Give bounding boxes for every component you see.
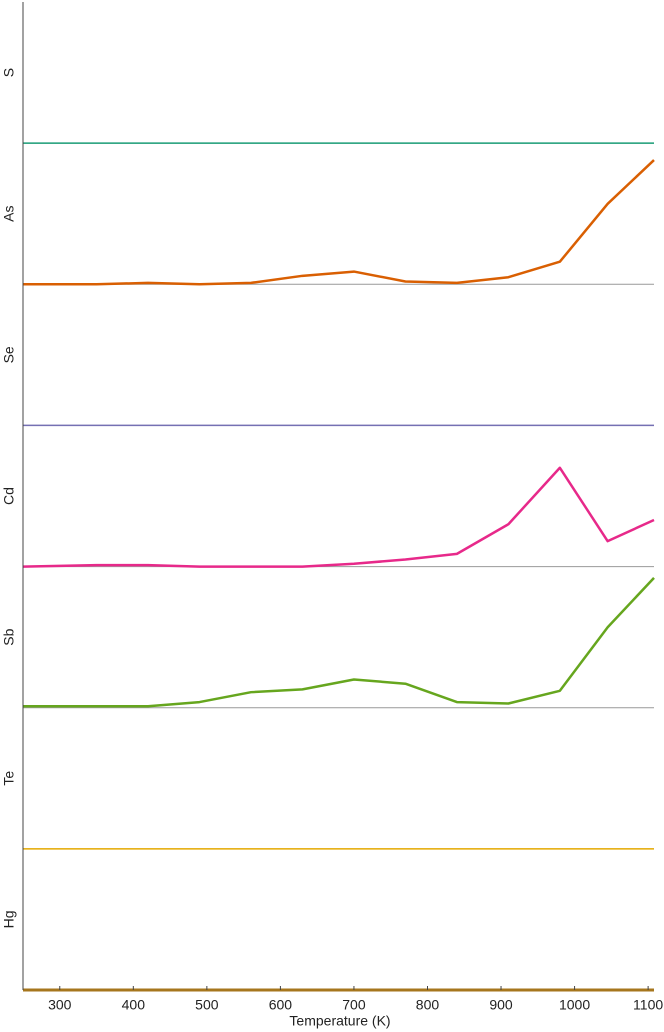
panel-label: Sb [1,628,17,645]
panel-label: Te [1,771,17,786]
x-tick-label: 700 [342,997,366,1013]
panel-label: Se [1,346,17,363]
series-line [22,466,655,568]
x-tick-label: 300 [48,997,72,1013]
x-tick-label: 400 [122,997,146,1013]
x-tick-label: 1100 [633,997,663,1013]
panel-label: As [1,206,17,222]
series-line [23,577,655,708]
x-axis-label: Temperature (K) [289,1013,390,1029]
x-tick-label: 800 [416,997,440,1013]
x-tick-label: 500 [195,997,219,1013]
panel-label: Cd [1,487,17,505]
panel-label: Hg [1,910,17,928]
x-tick-label: 600 [269,997,293,1013]
x-tick-label: 1000 [559,997,590,1013]
x-tick-label: 900 [489,997,513,1013]
series-line [23,159,655,286]
panel-label: S [1,68,17,77]
